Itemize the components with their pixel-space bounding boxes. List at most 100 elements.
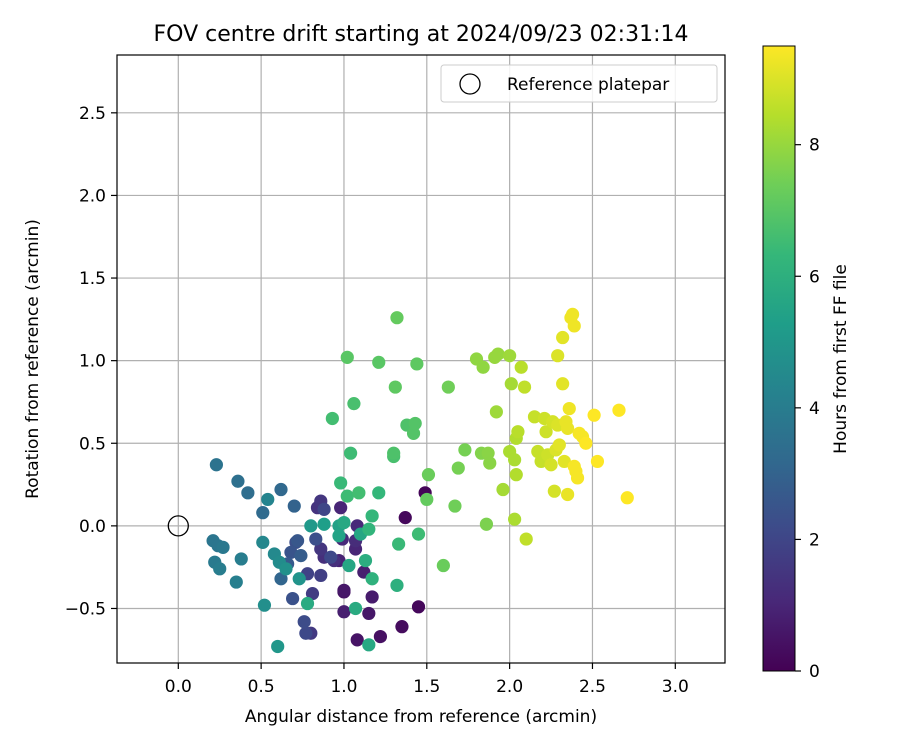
colorbar-tick-label: 2 bbox=[809, 530, 820, 550]
data-point bbox=[274, 572, 288, 586]
data-point bbox=[334, 501, 348, 515]
reference-layer bbox=[167, 515, 189, 537]
data-point bbox=[408, 416, 422, 431]
data-point bbox=[241, 486, 255, 500]
data-point bbox=[517, 380, 532, 394]
data-point bbox=[362, 606, 376, 621]
data-point bbox=[305, 587, 320, 601]
y-axis-label: Rotation from reference (arcmin) bbox=[23, 219, 43, 499]
x-tick-label: 2.0 bbox=[496, 677, 523, 697]
data-point bbox=[279, 562, 293, 576]
data-point bbox=[337, 515, 351, 530]
legend-box bbox=[440, 64, 718, 103]
data-point bbox=[284, 545, 298, 559]
data-point bbox=[562, 401, 576, 416]
data-point bbox=[209, 458, 224, 472]
y-tick-label: 2.5 bbox=[79, 104, 106, 124]
data-point bbox=[519, 532, 533, 546]
data-point bbox=[365, 572, 379, 586]
data-point bbox=[300, 596, 315, 611]
data-point bbox=[365, 509, 379, 523]
data-point bbox=[314, 568, 328, 583]
data-point bbox=[476, 360, 490, 374]
x-tick-label: 3.0 bbox=[662, 677, 689, 697]
data-point bbox=[561, 487, 575, 502]
data-point bbox=[358, 553, 373, 568]
data-point bbox=[395, 620, 409, 634]
y-axis-ticks: −0.5 0.0 0.5 1.0 1.5 2.0 2.5 bbox=[65, 104, 117, 619]
colorbar-gradient bbox=[762, 45, 796, 672]
colorbar-tick-label: 8 bbox=[809, 136, 820, 156]
data-point bbox=[290, 534, 305, 548]
legend-open-circle-icon bbox=[459, 73, 481, 95]
data-point bbox=[509, 468, 523, 482]
data-point bbox=[567, 319, 581, 333]
data-point bbox=[565, 307, 580, 321]
data-point bbox=[398, 511, 412, 525]
data-point bbox=[256, 535, 270, 549]
data-point bbox=[373, 629, 388, 644]
y-tick-label: −0.5 bbox=[65, 599, 106, 619]
data-point bbox=[590, 454, 605, 469]
data-point bbox=[297, 615, 311, 629]
data-point bbox=[508, 512, 522, 526]
data-point bbox=[287, 499, 301, 513]
colorbar-tick-label: 4 bbox=[809, 399, 820, 419]
plot-frame bbox=[116, 54, 726, 664]
data-point bbox=[337, 583, 351, 597]
data-point bbox=[213, 562, 227, 576]
data-point bbox=[508, 453, 522, 467]
data-point bbox=[557, 454, 571, 469]
data-point bbox=[511, 425, 525, 439]
data-point bbox=[332, 529, 346, 543]
data-point bbox=[304, 519, 318, 533]
y-tick-label: 1.5 bbox=[79, 269, 106, 289]
data-point bbox=[294, 549, 308, 563]
x-tick-label: 1.0 bbox=[330, 677, 357, 697]
data-point bbox=[261, 492, 275, 507]
data-point bbox=[309, 532, 323, 546]
data-point bbox=[292, 572, 306, 586]
data-point bbox=[531, 444, 545, 459]
data-point bbox=[274, 482, 288, 497]
x-axis-label: Angular distance from reference (arcmin) bbox=[245, 707, 597, 727]
legend-label: Reference platepar bbox=[507, 75, 669, 95]
colorbar-tick-label: 6 bbox=[809, 267, 820, 287]
data-point bbox=[556, 330, 570, 345]
y-tick-label: 2.0 bbox=[79, 186, 106, 206]
data-point bbox=[483, 456, 497, 470]
data-point bbox=[481, 446, 495, 460]
x-tick-label: 1.5 bbox=[413, 677, 440, 697]
data-point bbox=[458, 443, 472, 457]
data-point bbox=[411, 527, 426, 541]
data-point bbox=[343, 446, 358, 460]
data-point bbox=[231, 474, 245, 488]
reference-platepar-marker bbox=[167, 515, 189, 537]
data-point bbox=[352, 486, 366, 500]
y-tick-label: 0.0 bbox=[79, 517, 106, 537]
data-point bbox=[504, 377, 518, 391]
data-point bbox=[334, 476, 348, 490]
legend: Reference platepar bbox=[440, 64, 718, 103]
data-point bbox=[340, 489, 354, 503]
data-point bbox=[551, 349, 565, 363]
data-point bbox=[392, 537, 406, 551]
data-point bbox=[421, 468, 436, 482]
data-point bbox=[362, 638, 376, 652]
data-point bbox=[388, 380, 402, 394]
data-point bbox=[342, 558, 356, 573]
colorbar: 0 2 4 6 8 Hours from first FF file bbox=[762, 45, 851, 682]
data-point bbox=[503, 349, 517, 363]
data-point bbox=[491, 347, 505, 361]
data-point bbox=[544, 458, 558, 472]
y-tick-label: 0.5 bbox=[79, 434, 106, 454]
data-point bbox=[234, 552, 248, 566]
data-point bbox=[556, 377, 570, 391]
colorbar-tick-label: 0 bbox=[809, 662, 820, 682]
data-point bbox=[420, 492, 434, 507]
data-point bbox=[552, 438, 566, 452]
x-tick-label: 0.5 bbox=[248, 677, 275, 697]
data-point bbox=[410, 357, 424, 371]
x-axis-ticks: 0.0 0.5 1.0 1.5 2.0 2.5 3.0 bbox=[165, 663, 689, 697]
data-point bbox=[350, 633, 364, 647]
